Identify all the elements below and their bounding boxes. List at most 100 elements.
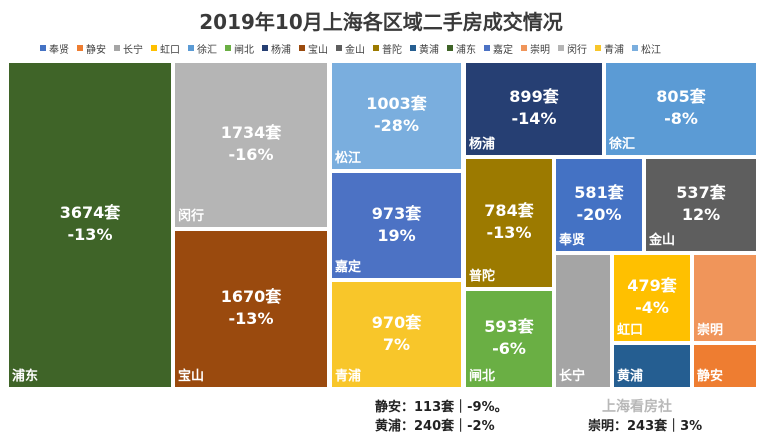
legend-swatch <box>336 45 342 51</box>
treemap-tile: 崇明 <box>692 253 758 343</box>
legend-swatch <box>484 45 490 51</box>
treemap-tile: 3674套 -13% 浦东 <box>7 61 173 389</box>
legend-label: 黄浦 <box>419 44 439 56</box>
legend-swatch <box>262 45 268 51</box>
legend-item: 长宁 <box>114 41 143 56</box>
tile-value-label: 479套 <box>627 276 677 295</box>
tile-change-label: -13% <box>67 225 113 244</box>
tile-value-label: 899套 <box>509 87 559 106</box>
treemap-tile: 1003套 -28% 松江 <box>330 61 463 171</box>
tile-district-label: 金山 <box>649 233 676 248</box>
tile-value-label: 1003套 <box>366 94 427 113</box>
treemap-tile: 899套 -14% 杨浦 <box>464 61 604 157</box>
tile-change-label: -14% <box>511 109 557 128</box>
tile-district-label: 徐汇 <box>609 137 636 152</box>
tile-district-label: 静安 <box>697 369 724 384</box>
legend-item: 松江 <box>632 41 661 56</box>
tile-value-label: 537套 <box>676 183 726 202</box>
treemap-tile: 784套 -13% 普陀 <box>464 157 554 289</box>
chart-title: 2019年10月上海各区域二手房成交情况 <box>199 10 563 34</box>
tile-change-label: -4% <box>635 298 669 317</box>
note-chongming: 崇明：243套｜3% <box>588 419 703 434</box>
tile-district-label: 崇明 <box>697 323 724 338</box>
tile-district-label: 长宁 <box>559 369 586 384</box>
legend-swatch <box>447 45 453 51</box>
legend-label: 普陀 <box>382 44 402 56</box>
legend-label: 奉贤 <box>49 44 69 56</box>
treemap-tile: 长宁 <box>554 253 612 389</box>
tile-value-label: 1734套 <box>220 123 282 142</box>
tile-change-label: -8% <box>664 109 698 128</box>
legend-label: 青浦 <box>604 44 624 56</box>
tile-district-label: 嘉定 <box>335 260 362 275</box>
treemap-tile: 479套 -4% 虹口 <box>612 253 692 343</box>
tile-district-label: 虹口 <box>617 323 644 338</box>
tile-value-label: 805套 <box>656 87 706 106</box>
legend-swatch <box>40 45 46 51</box>
footnotes-right: 崇明：243套｜3% <box>588 398 702 436</box>
legend-swatch <box>632 45 638 51</box>
legend-label: 金山 <box>345 44 365 56</box>
legend-label: 长宁 <box>123 44 143 56</box>
treemap-tile: 静安 <box>692 343 758 389</box>
legend-item: 普陀 <box>373 41 402 56</box>
tile-change-label: -20% <box>576 205 622 224</box>
legend-swatch <box>151 45 157 51</box>
legend-swatch <box>558 45 564 51</box>
legend-item: 闸北 <box>225 41 254 56</box>
legend-item: 青浦 <box>595 41 624 56</box>
legend-swatch <box>521 45 527 51</box>
legend-item: 嘉定 <box>484 41 513 56</box>
treemap-tile: 805套 -8% 徐汇 <box>604 61 758 157</box>
legend-label: 徐汇 <box>197 44 217 56</box>
treemap-tile: 581套 -20% 奉贤 <box>554 157 644 253</box>
legend-label: 浦东 <box>456 44 476 56</box>
legend-swatch <box>299 45 305 51</box>
legend-item: 闵行 <box>558 41 587 56</box>
tile-district-label: 黄浦 <box>617 369 644 384</box>
tile-value-label: 593套 <box>484 317 534 336</box>
legend-label: 虹口 <box>160 44 180 56</box>
legend-label: 杨浦 <box>271 44 291 56</box>
tile-change-label: 7% <box>382 334 411 354</box>
treemap-tile: 973套 19% 嘉定 <box>330 171 463 280</box>
tile-district-label: 闸北 <box>469 369 496 384</box>
legend-swatch <box>225 45 231 51</box>
tile-district-label: 浦东 <box>12 369 39 384</box>
tile-value-label: 3674套 <box>59 203 121 222</box>
tile-value-label: 581套 <box>574 183 624 202</box>
legend-label: 崇明 <box>530 44 550 56</box>
tile-value-label: 973套 <box>371 203 422 223</box>
legend-item: 崇明 <box>521 41 550 56</box>
tile-change-label: 19% <box>377 225 416 245</box>
note-jingan: 静安：113套｜-9%。 <box>375 400 508 415</box>
tile-district-label: 宝山 <box>178 369 205 384</box>
legend-swatch <box>188 45 194 51</box>
treemap-tile: 593套 -6% 闸北 <box>464 289 554 389</box>
tile-district-label: 闵行 <box>178 209 205 224</box>
chart-legend: 奉贤 静安 长宁 虹口 徐汇 闸北 杨浦 宝山 金山 普陀 黄浦 浦东 嘉定 崇明 闵行 青浦 松江 <box>40 40 740 56</box>
legend-swatch <box>595 45 601 51</box>
treemap-tile: 1670套 -13% 宝山 <box>173 229 329 389</box>
legend-swatch <box>410 45 416 51</box>
tile-district-label: 青浦 <box>335 369 362 384</box>
tile-change-label: -16% <box>228 145 274 164</box>
tile-value-label: 970套 <box>371 312 422 332</box>
treemap-tile: 970套 7% 青浦 <box>330 280 463 389</box>
tile-district-label: 杨浦 <box>469 137 496 152</box>
legend-swatch <box>114 45 120 51</box>
legend-item: 徐汇 <box>188 41 217 56</box>
tile-change-label: -13% <box>486 223 532 242</box>
treemap-tile: 537套 12% 金山 <box>644 157 758 253</box>
legend-swatch <box>373 45 379 51</box>
note-huangpu: 黄浦：240套｜-2% <box>375 419 495 434</box>
legend-item: 金山 <box>336 41 365 56</box>
tile-district-label: 普陀 <box>469 269 496 284</box>
legend-label: 嘉定 <box>493 44 513 56</box>
legend-label: 宝山 <box>308 44 328 56</box>
footnotes-left: 静安：113套｜-9%。 黄浦：240套｜-2% <box>375 398 508 436</box>
tile-change-label: -28% <box>374 116 419 135</box>
tile-change-label: 12% <box>681 205 721 224</box>
legend-item: 黄浦 <box>410 41 439 56</box>
legend-item: 宝山 <box>299 41 328 56</box>
